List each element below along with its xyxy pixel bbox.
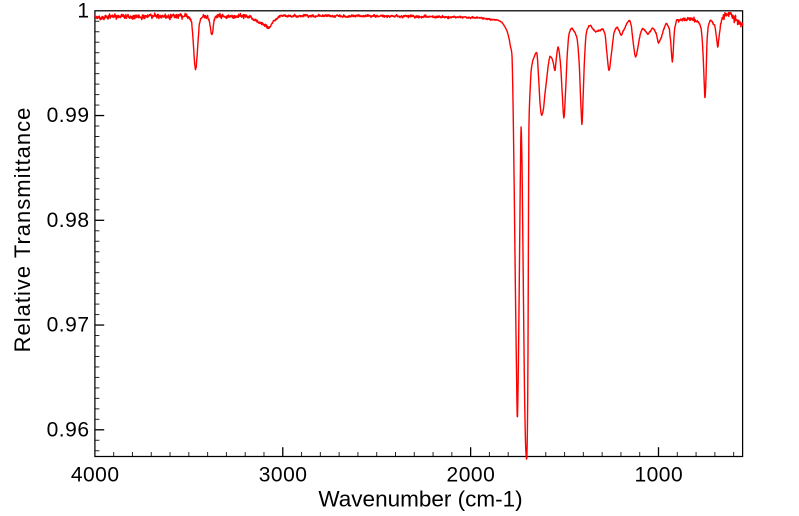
- svg-text:0.98: 0.98: [47, 209, 90, 232]
- svg-text:1000: 1000: [634, 464, 683, 487]
- svg-text:Relative Transmittance: Relative Transmittance: [10, 107, 35, 353]
- svg-text:2000: 2000: [447, 464, 496, 487]
- svg-text:4000: 4000: [71, 464, 120, 487]
- svg-text:Wavenumber (cm-1): Wavenumber (cm-1): [318, 487, 522, 512]
- svg-text:0.99: 0.99: [47, 104, 90, 127]
- svg-text:1: 1: [77, 0, 89, 22]
- svg-text:3000: 3000: [259, 464, 308, 487]
- svg-text:0.97: 0.97: [47, 314, 90, 337]
- svg-text:0.96: 0.96: [47, 418, 90, 441]
